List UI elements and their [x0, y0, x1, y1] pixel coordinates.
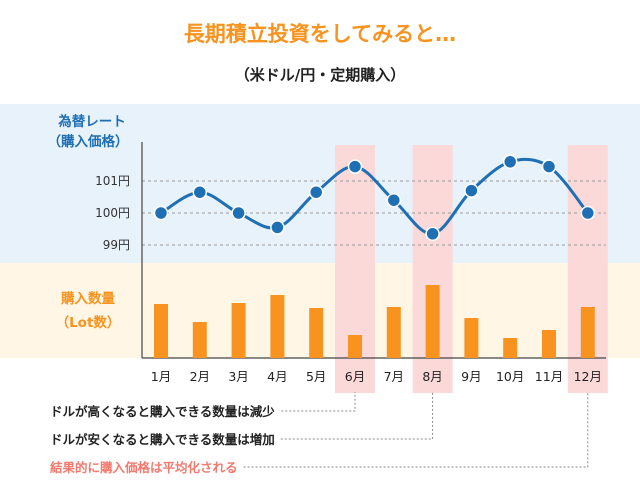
annotation-2: ドルが安くなると購入できる数量は増加	[50, 432, 275, 447]
chart-subtitle: （米ドル/円・定期購入）	[235, 66, 405, 84]
month-label-5: 5月	[306, 369, 326, 384]
month-label-9: 9月	[461, 369, 481, 384]
annotation-connector-1	[281, 392, 356, 412]
bar-11	[542, 330, 556, 358]
rate-point-8	[425, 226, 440, 242]
month-label-10: 10月	[496, 369, 524, 384]
bar-12	[580, 307, 595, 358]
bar-6	[348, 335, 362, 358]
month-label-7: 7月	[384, 369, 404, 384]
month-label-8: 8月	[422, 369, 442, 384]
rate-gridlines	[142, 180, 606, 246]
month-label-2: 2月	[190, 369, 210, 384]
rate-label-line2: （購入価格）	[48, 133, 129, 150]
month-label-6: 6月	[345, 369, 365, 384]
bar-1	[154, 304, 168, 358]
month-label-1: 1月	[151, 369, 171, 384]
rate-point-3	[231, 205, 246, 221]
chart-title: 長期積立投資をしてみると…	[184, 22, 456, 46]
rate-point-6	[347, 159, 363, 174]
tick-label-101: 101円	[95, 174, 130, 188]
background-bands	[0, 104, 640, 358]
rate-tick-labels: 101円 100円 99円	[95, 174, 130, 252]
rate-point-11	[541, 159, 557, 174]
rate-label-line1: 為替レート	[57, 113, 126, 130]
month-label-4: 4月	[267, 369, 287, 384]
month-labels: 1月 2月 3月 4月 5月 6月 7月 8月 9月 10月 11月 12月	[151, 369, 602, 384]
bar-10	[503, 338, 518, 358]
rate-band	[0, 104, 640, 263]
rate-point-12	[580, 205, 596, 221]
rate-point-7	[386, 192, 402, 208]
month-label-12: 12月	[574, 369, 602, 384]
annotation-3: 結果的に購入価格は平均化される	[50, 460, 238, 475]
bar-8	[425, 285, 440, 358]
bar-9	[464, 318, 479, 358]
quantity-bars	[154, 285, 595, 358]
bar-3	[231, 303, 246, 358]
rate-point-5	[308, 184, 324, 200]
rate-point-2	[192, 184, 208, 200]
rate-point-4	[270, 220, 285, 235]
rate-point-9	[464, 183, 479, 198]
month-label-11: 11月	[535, 369, 563, 384]
tick-label-100: 100円	[95, 206, 130, 220]
rate-point-10	[502, 154, 518, 170]
quantity-label-line2: （Lot数）	[56, 314, 121, 331]
bar-5	[309, 308, 324, 358]
rate-point-1	[153, 205, 169, 221]
bar-4	[270, 295, 285, 358]
annotations: ドルが高くなると購入できる数量は減少ドルが安くなると購入できる数量は増加結果的に…	[50, 392, 589, 475]
bar-2	[192, 322, 207, 358]
bar-7	[386, 307, 401, 358]
month-label-3: 3月	[228, 369, 248, 384]
rate-series-points	[153, 154, 596, 242]
quantity-label-line1: 購入数量	[60, 290, 115, 307]
tick-label-99: 99円	[103, 238, 130, 252]
annotation-1: ドルが高くなると購入できる数量は減少	[50, 404, 275, 419]
annotation-connector-3	[243, 392, 589, 468]
